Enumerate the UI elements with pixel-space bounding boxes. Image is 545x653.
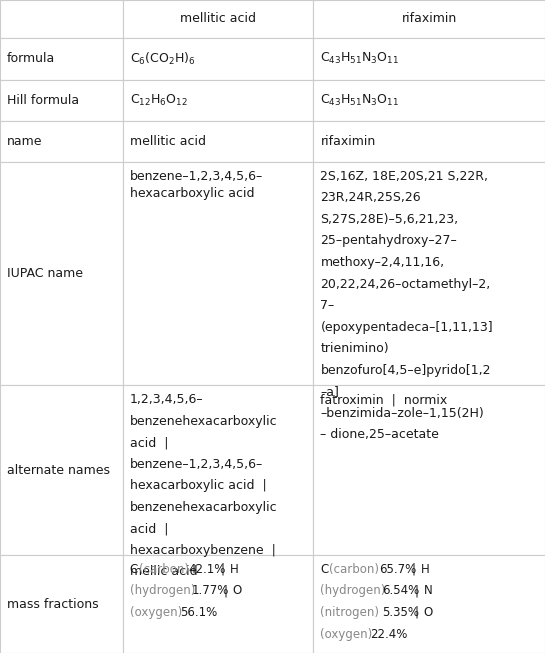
Bar [0, 121, 123, 162]
Text: O: O [233, 584, 242, 597]
Text: (oxygen): (oxygen) [130, 606, 182, 619]
Text: 2S,16Z, 18E,20S,21 S,22R,: 2S,16Z, 18E,20S,21 S,22R, [320, 170, 488, 183]
Bar [313, 0, 545, 38]
Text: |: | [415, 584, 419, 597]
Bar [313, 555, 545, 653]
Text: 1.77%: 1.77% [191, 584, 229, 597]
Text: $\mathregular{C_{12}H_6O_{12}}$: $\mathregular{C_{12}H_6O_{12}}$ [130, 93, 187, 108]
Text: 25–pentahydroxy–27–: 25–pentahydroxy–27– [320, 234, 457, 247]
Text: benzene–1,2,3,4,5,6–
hexacarboxylic acid: benzene–1,2,3,4,5,6– hexacarboxylic acid [130, 170, 263, 200]
Text: rifaximin: rifaximin [402, 12, 457, 25]
Bar [123, 121, 313, 162]
Text: name: name [7, 135, 43, 148]
Text: 6.54%: 6.54% [382, 584, 420, 597]
Text: benzenehexacarboxylic: benzenehexacarboxylic [130, 415, 277, 428]
Text: –a]: –a] [320, 385, 340, 398]
Bar [0, 555, 123, 653]
Text: mellitic acid: mellitic acid [130, 135, 205, 148]
Text: methoxy–2,4,11,16,: methoxy–2,4,11,16, [320, 256, 445, 269]
Text: trienimino): trienimino) [320, 342, 389, 355]
Text: acid  |: acid | [130, 522, 168, 535]
Text: |: | [411, 563, 416, 576]
Bar [313, 385, 545, 555]
Text: (oxygen): (oxygen) [320, 628, 373, 641]
Text: –benzimida–zole–1,15(2H): –benzimida–zole–1,15(2H) [320, 407, 484, 420]
Text: $\mathregular{C_{43}H_{51}N_3O_{11}}$: $\mathregular{C_{43}H_{51}N_3O_{11}}$ [320, 51, 399, 67]
Text: (hydrogen): (hydrogen) [130, 584, 195, 597]
Text: (epoxypentadeca–[1,11,13]: (epoxypentadeca–[1,11,13] [320, 321, 493, 334]
Text: |: | [415, 606, 419, 619]
Text: |: | [221, 563, 225, 576]
Text: (nitrogen): (nitrogen) [320, 606, 379, 619]
Text: O: O [423, 606, 433, 619]
Text: 42.1%: 42.1% [189, 563, 226, 576]
Text: 1,2,3,4,5,6–: 1,2,3,4,5,6– [130, 393, 203, 406]
Text: (carbon): (carbon) [138, 563, 189, 576]
Bar [313, 80, 545, 121]
Text: hexacarboxybenzene  |: hexacarboxybenzene | [130, 544, 276, 557]
Text: H: H [421, 563, 429, 576]
Text: H: H [230, 563, 239, 576]
Bar [123, 0, 313, 38]
Text: 65.7%: 65.7% [379, 563, 416, 576]
Text: mass fractions: mass fractions [7, 597, 99, 611]
Text: Hill formula: Hill formula [7, 94, 79, 107]
Bar [123, 385, 313, 555]
Text: benzofuro[4,5–e]pyrido[1,2: benzofuro[4,5–e]pyrido[1,2 [320, 364, 491, 377]
Text: 20,22,24,26–octamethyl–2,: 20,22,24,26–octamethyl–2, [320, 278, 490, 291]
Text: IUPAC name: IUPAC name [7, 267, 83, 280]
Text: $\mathregular{C_{43}H_{51}N_3O_{11}}$: $\mathregular{C_{43}H_{51}N_3O_{11}}$ [320, 93, 399, 108]
Bar [123, 555, 313, 653]
Text: |: | [224, 584, 228, 597]
Bar [313, 38, 545, 80]
Text: rifaximin: rifaximin [320, 135, 376, 148]
Text: acid  |: acid | [130, 436, 168, 449]
Text: benzenehexacarboxylic: benzenehexacarboxylic [130, 501, 277, 514]
Text: fatroximin  |  normix: fatroximin | normix [320, 393, 447, 406]
Bar [313, 121, 545, 162]
Bar [123, 38, 313, 80]
Bar [0, 38, 123, 80]
Bar [0, 385, 123, 555]
Text: formula: formula [7, 52, 56, 65]
Bar [0, 162, 123, 385]
Text: alternate names: alternate names [7, 464, 110, 477]
Text: (hydrogen): (hydrogen) [320, 584, 386, 597]
Bar [123, 162, 313, 385]
Text: 5.35%: 5.35% [382, 606, 419, 619]
Text: mellic acid: mellic acid [130, 565, 197, 579]
Bar [0, 0, 123, 38]
Text: mellitic acid: mellitic acid [180, 12, 256, 25]
Text: 7–: 7– [320, 299, 335, 312]
Text: S,27S,28E)–5,6,21,23,: S,27S,28E)–5,6,21,23, [320, 213, 458, 226]
Text: 23R,24R,25S,26: 23R,24R,25S,26 [320, 191, 421, 204]
Text: 22.4%: 22.4% [371, 628, 408, 641]
Text: N: N [423, 584, 432, 597]
Text: (carbon): (carbon) [329, 563, 379, 576]
Bar [123, 80, 313, 121]
Text: benzene–1,2,3,4,5,6–: benzene–1,2,3,4,5,6– [130, 458, 263, 471]
Text: – dione,25–acetate: – dione,25–acetate [320, 428, 439, 441]
Text: C: C [320, 563, 329, 576]
Text: hexacarboxylic acid  |: hexacarboxylic acid | [130, 479, 267, 492]
Text: C: C [130, 563, 138, 576]
Text: 56.1%: 56.1% [180, 606, 217, 619]
Text: $\mathregular{C_6(CO_2H)_6}$: $\mathregular{C_6(CO_2H)_6}$ [130, 51, 195, 67]
Bar [313, 162, 545, 385]
Bar [0, 80, 123, 121]
